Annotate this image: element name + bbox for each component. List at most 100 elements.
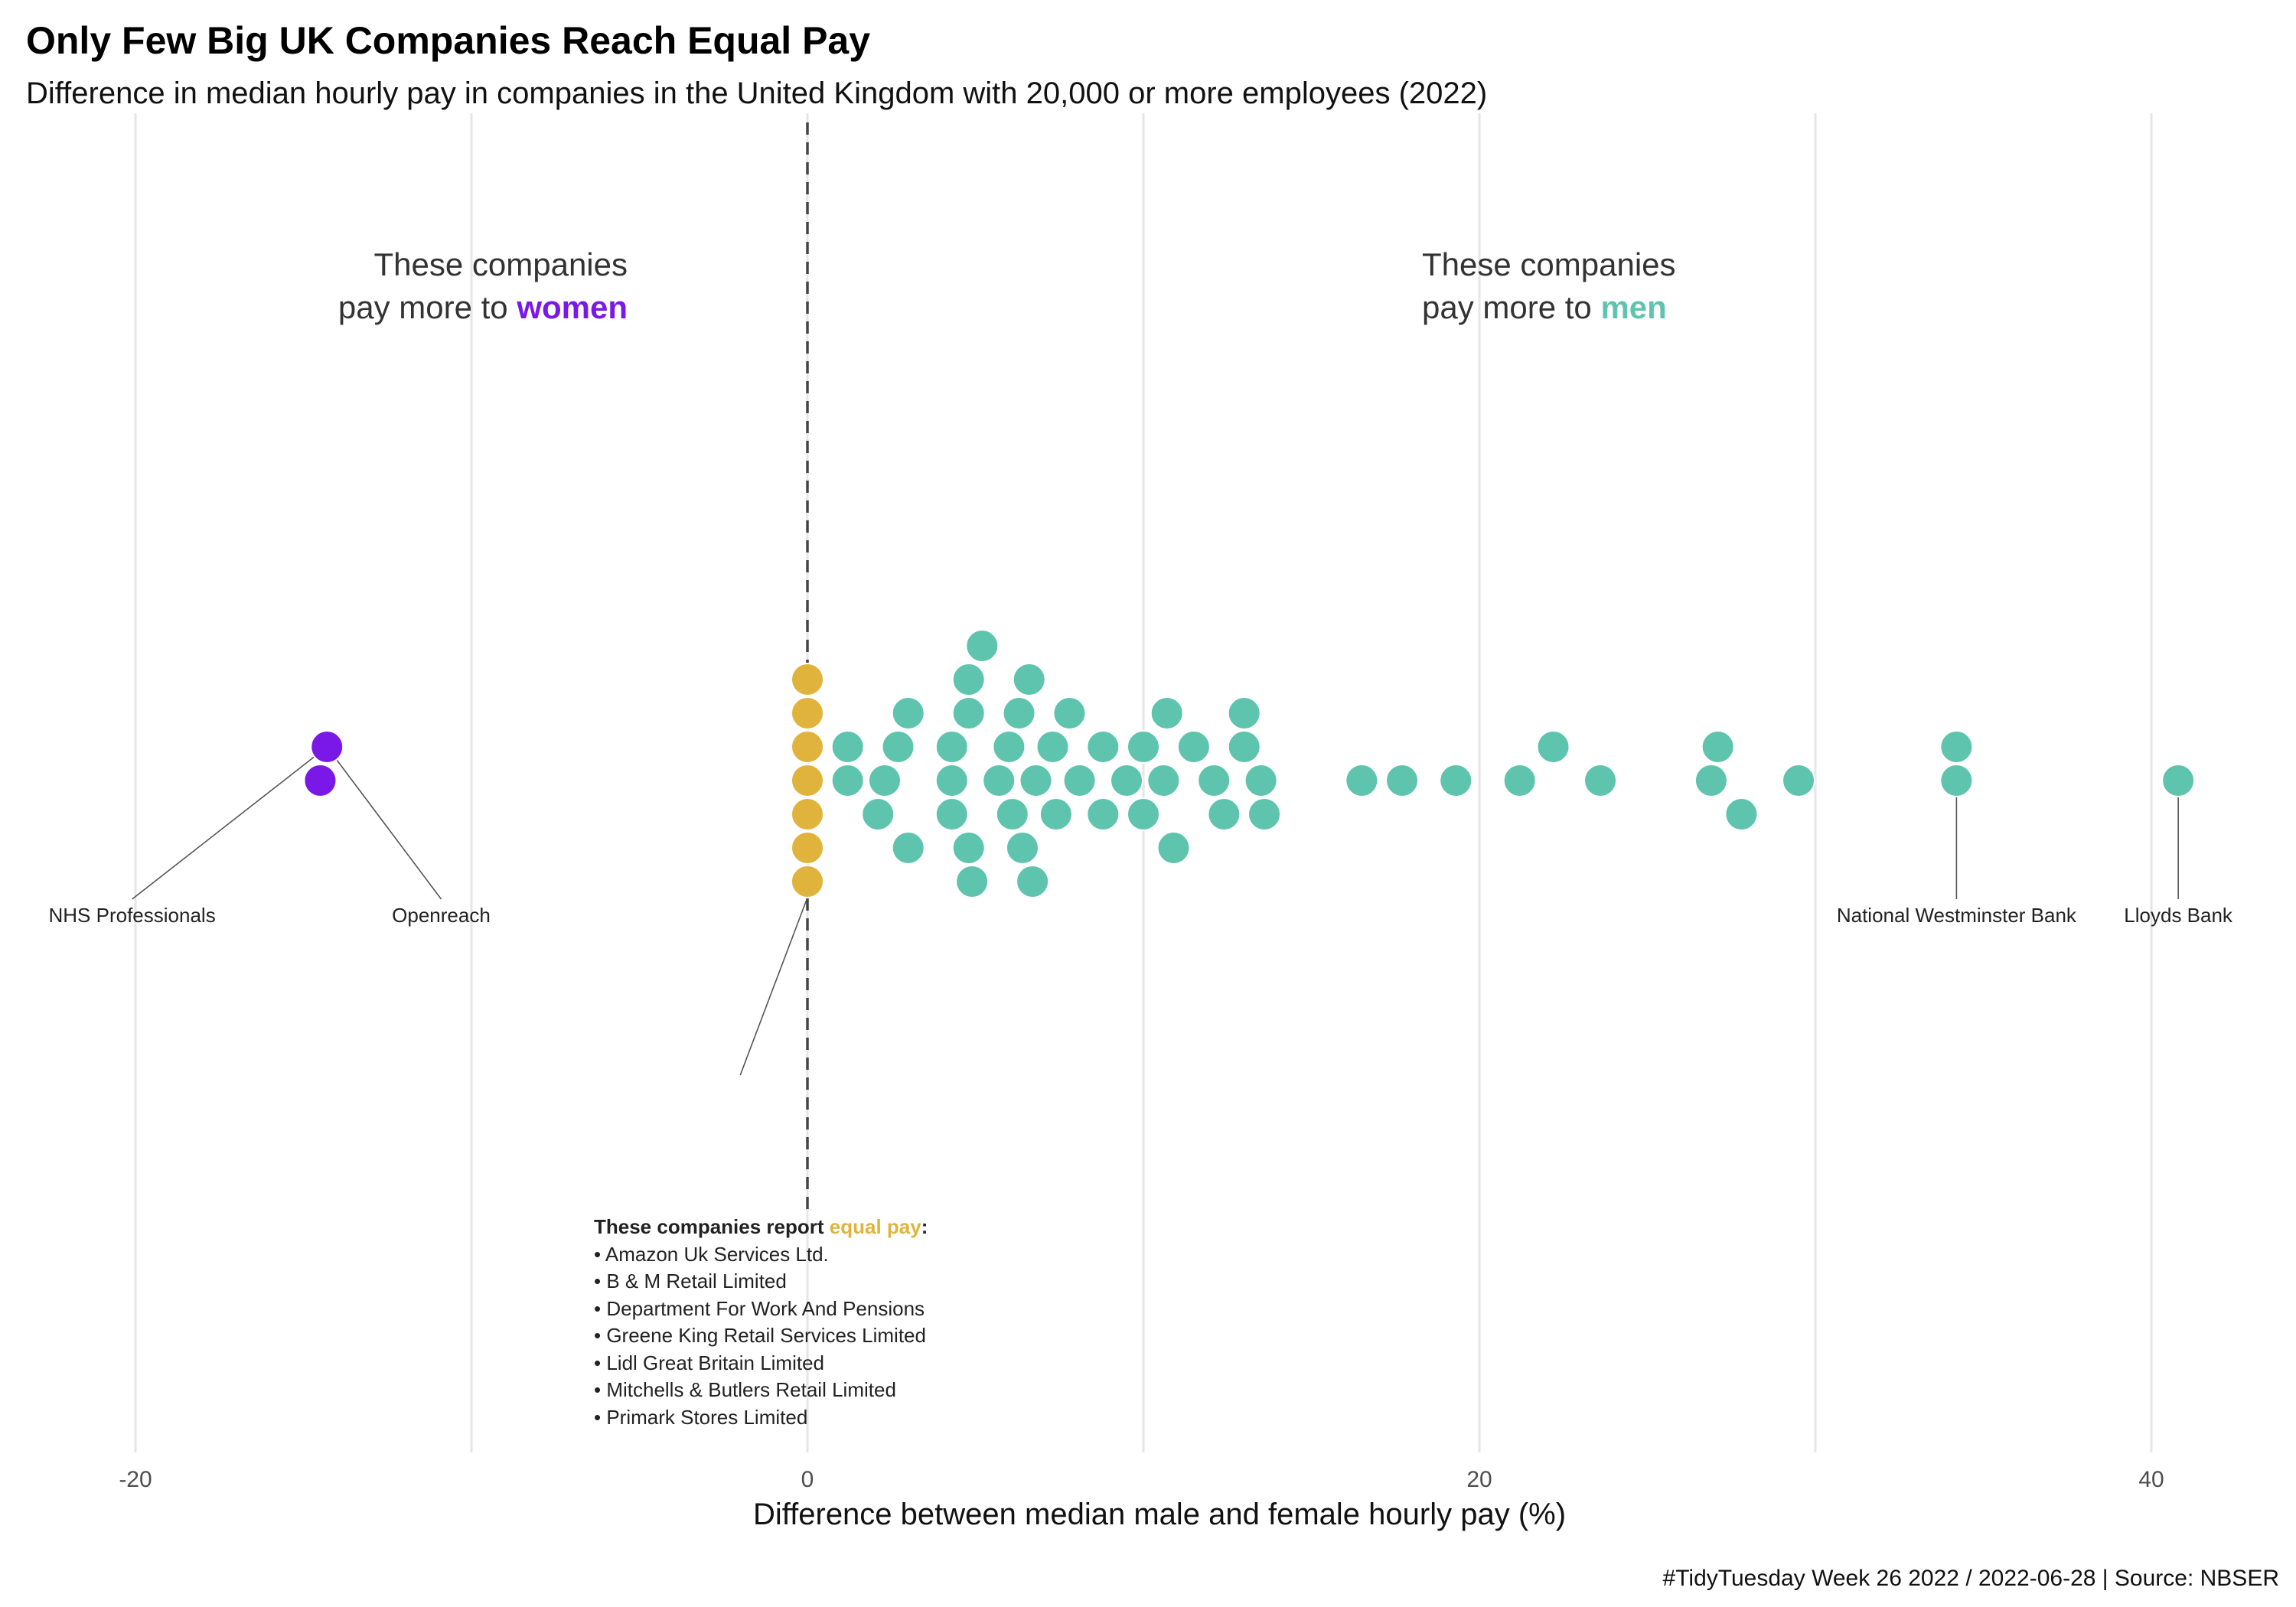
equal-pay-heading: These companies report equal pay: — [594, 1214, 928, 1241]
women-highlight: women — [517, 289, 628, 325]
company-dot-equal — [791, 831, 824, 865]
company-dot-men — [1244, 764, 1278, 797]
x-axis-title: Difference between median male and femal… — [753, 1498, 1566, 1531]
equal-pay-company: • Department For Work And Pensions — [594, 1296, 925, 1320]
company-dot-men — [1694, 764, 1728, 797]
company-dot-men — [951, 663, 986, 696]
company-dot-men — [891, 696, 925, 730]
company-dot-equal — [791, 797, 824, 831]
company-dot-men — [1002, 696, 1036, 730]
x-tick-label: 40 — [2138, 1467, 2164, 1492]
equal-pay-heading-post: : — [921, 1215, 928, 1238]
company-dot-men — [1039, 797, 1073, 831]
equal-pay-company: • Greene King Retail Services Limited — [594, 1324, 926, 1347]
company-dot-men — [1110, 764, 1144, 797]
company-dot-men — [1127, 730, 1160, 764]
company-dot-women — [303, 764, 338, 797]
annotation-leaders — [132, 746, 2179, 1076]
company-label: National Westminster Bank — [1837, 904, 2077, 927]
company-dot-men — [951, 696, 986, 730]
x-tick-label: -20 — [119, 1467, 152, 1492]
company-dot-men — [1127, 797, 1160, 831]
company-dot-men — [1939, 730, 1974, 764]
company-dot-men — [992, 730, 1026, 764]
company-dot-men — [1176, 730, 1211, 764]
company-dot-men — [934, 730, 969, 764]
company-dot-men — [1086, 797, 1120, 831]
company-dot-men — [1150, 696, 1184, 730]
company-dot-men — [1939, 764, 1974, 797]
company-dot-equal — [791, 764, 824, 797]
equal-pay-list: These companies report equal pay: • Amaz… — [594, 1214, 928, 1431]
company-dot-men — [1724, 797, 1759, 831]
company-dot-men — [891, 831, 925, 865]
company-dot-men — [1086, 730, 1120, 764]
company-dot-men — [1502, 764, 1537, 797]
equal-pay-heading-pre: These companies report — [594, 1215, 830, 1238]
company-dot-equal — [791, 865, 824, 898]
company-dots — [303, 629, 2196, 898]
company-dot-men — [2161, 764, 2196, 797]
women-note-line1: These companies — [373, 246, 628, 282]
company-dot-equal — [791, 730, 824, 764]
annotation-leader — [132, 746, 328, 900]
men-highlight: men — [1600, 289, 1667, 325]
company-dot-men — [830, 730, 865, 764]
company-label: NHS Professionals — [49, 904, 216, 927]
company-dot-men — [995, 797, 1029, 831]
equal-pay-highlight: equal pay — [829, 1215, 921, 1238]
women-pay-note: These companies pay more to women — [338, 243, 628, 329]
chart-title: Only Few Big UK Companies Reach Equal Pa… — [26, 19, 871, 62]
company-label: Lloyds Bank — [2124, 904, 2233, 927]
company-dot-men — [1583, 764, 1618, 797]
company-dot-men — [1062, 764, 1097, 797]
company-dot-men — [1439, 764, 1473, 797]
men-note-line1: These companies — [1422, 246, 1676, 282]
company-dot-women — [310, 730, 344, 764]
company-dot-men — [965, 629, 1000, 663]
men-pay-note: These companies pay more to men — [1422, 243, 1676, 329]
equal-pay-company: • B & M Retail Limited — [594, 1270, 787, 1292]
company-dot-men — [861, 797, 895, 831]
company-dot-men — [951, 831, 986, 865]
x-tick-label: 20 — [1466, 1467, 1492, 1492]
equal-pay-company: • Amazon Uk Services Ltd. — [594, 1242, 829, 1266]
company-dot-men — [1701, 730, 1735, 764]
equal-pay-leader — [739, 897, 808, 1076]
company-dot-men — [1345, 764, 1379, 797]
company-labels: NHS Professionals Openreach National Westm… — [49, 904, 2233, 927]
company-dot-men — [1247, 797, 1282, 831]
women-note-line2: pay more to — [338, 289, 517, 325]
company-dot-men — [1035, 730, 1070, 764]
company-dot-men — [1012, 663, 1046, 696]
equal-pay-company: • Primark Stores Limited — [594, 1405, 808, 1429]
company-dot-men — [1016, 865, 1050, 898]
company-dot-men — [1197, 764, 1231, 797]
x-tick-label: 0 — [801, 1467, 814, 1492]
chart-caption: #TidyTuesday Week 26 2022 / 2022-06-28 |… — [1662, 1566, 2279, 1591]
company-dot-men — [1207, 797, 1241, 831]
company-dot-men — [955, 865, 990, 898]
company-dot-equal — [791, 663, 824, 696]
company-dot-men — [1782, 764, 1816, 797]
annotation-leader — [326, 746, 442, 900]
company-dot-men — [1146, 764, 1181, 797]
company-dot-men — [1019, 764, 1053, 797]
company-dot-men — [1385, 764, 1420, 797]
company-dot-men — [830, 764, 865, 797]
company-dot-men — [1005, 831, 1039, 865]
company-dot-men — [1227, 730, 1261, 764]
equal-pay-company: • Lidl Great Britain Limited — [594, 1351, 825, 1374]
company-dot-men — [1227, 696, 1261, 730]
company-dot-men — [1052, 696, 1087, 730]
company-dot-men — [881, 730, 915, 764]
company-dot-men — [934, 764, 969, 797]
company-label: Openreach — [392, 904, 491, 927]
company-dot-equal — [791, 696, 824, 730]
equal-pay-company: • Mitchells & Butlers Retail Limited — [594, 1378, 896, 1401]
company-dot-men — [1536, 730, 1570, 764]
men-note-line2: pay more to — [1422, 289, 1601, 325]
company-dot-men — [934, 797, 969, 831]
company-dot-men — [1156, 831, 1191, 865]
